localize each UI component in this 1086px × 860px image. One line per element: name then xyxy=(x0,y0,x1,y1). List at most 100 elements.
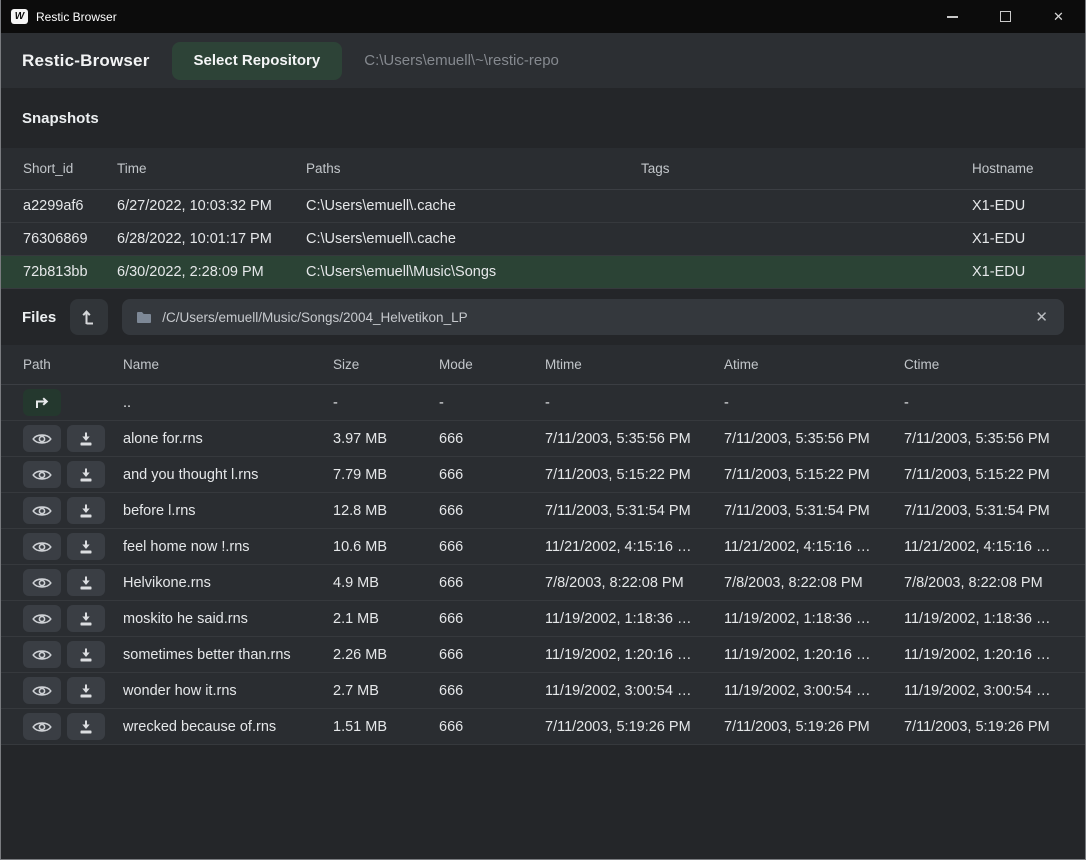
preview-button[interactable] xyxy=(23,461,61,488)
cell-size: 7.79 MB xyxy=(333,467,439,483)
preview-button[interactable] xyxy=(23,425,61,452)
cell-atime: 7/11/2003, 5:19:26 PM xyxy=(724,719,904,735)
files-table: Path Name Size Mode Mtime Atime Ctime ..… xyxy=(1,345,1085,745)
cell-size: 2.1 MB xyxy=(333,611,439,627)
select-repository-button[interactable]: Select Repository xyxy=(172,42,343,80)
file-row[interactable]: moskito he said.rns 2.1 MB 666 11/19/200… xyxy=(1,601,1085,637)
cell-mtime: 11/19/2002, 1:18:36 … xyxy=(545,611,724,627)
eye-icon xyxy=(32,720,52,734)
column-header-tags: Tags xyxy=(641,161,972,176)
eye-icon xyxy=(32,504,52,518)
cell-hostname: X1-EDU xyxy=(972,231,1063,247)
cell-ctime: - xyxy=(904,395,1063,411)
cell-short-id: 72b813bb xyxy=(23,264,117,280)
download-button[interactable] xyxy=(67,461,105,488)
download-icon xyxy=(78,683,94,699)
file-row[interactable]: feel home now !.rns 10.6 MB 666 11/21/20… xyxy=(1,529,1085,565)
eye-icon xyxy=(32,684,52,698)
cell-size: 4.9 MB xyxy=(333,575,439,591)
close-icon: ✕ xyxy=(1053,10,1064,23)
folder-icon xyxy=(136,311,152,324)
preview-button[interactable] xyxy=(23,497,61,524)
preview-button[interactable] xyxy=(23,641,61,668)
preview-button[interactable] xyxy=(23,677,61,704)
column-header-short-id: Short_id xyxy=(23,161,117,176)
cell-size: 2.7 MB xyxy=(333,683,439,699)
download-button[interactable] xyxy=(67,713,105,740)
download-button[interactable] xyxy=(67,677,105,704)
file-row[interactable]: Helvikone.rns 4.9 MB 666 7/8/2003, 8:22:… xyxy=(1,565,1085,601)
cell-mode: 666 xyxy=(439,539,545,555)
up-level-button[interactable] xyxy=(70,299,108,335)
minimize-button[interactable] xyxy=(926,0,979,33)
column-header-time: Time xyxy=(117,161,306,176)
download-button[interactable] xyxy=(67,497,105,524)
cell-mode: 666 xyxy=(439,431,545,447)
repository-path: C:\Users\emuell\~\restic-repo xyxy=(364,52,559,69)
cell-atime: 7/11/2003, 5:15:22 PM xyxy=(724,467,904,483)
column-header-hostname: Hostname xyxy=(972,161,1063,176)
download-button[interactable] xyxy=(67,425,105,452)
go-parent-button[interactable] xyxy=(23,389,61,416)
cell-name: wrecked because of.rns xyxy=(123,719,333,735)
snapshots-table-header: Short_id Time Paths Tags Hostname xyxy=(1,148,1085,190)
maximize-button[interactable] xyxy=(979,0,1032,33)
column-header-size: Size xyxy=(333,357,439,372)
cell-name: Helvikone.rns xyxy=(123,575,333,591)
cell-name: feel home now !.rns xyxy=(123,539,333,555)
cell-atime: 11/19/2002, 3:00:54 … xyxy=(724,683,904,699)
snapshot-row[interactable]: 76306869 6/28/2022, 10:01:17 PM C:\Users… xyxy=(1,223,1085,256)
cell-name: before l.rns xyxy=(123,503,333,519)
cell-ctime: 7/8/2003, 8:22:08 PM xyxy=(904,575,1063,591)
file-row[interactable]: alone for.rns 3.97 MB 666 7/11/2003, 5:3… xyxy=(1,421,1085,457)
download-icon xyxy=(78,719,94,735)
cell-mtime: 7/11/2003, 5:35:56 PM xyxy=(545,431,724,447)
app-logo-letter: W xyxy=(15,11,24,22)
preview-button[interactable] xyxy=(23,569,61,596)
current-path-bar[interactable]: /C/Users/emuell/Music/Songs/2004_Helveti… xyxy=(122,299,1064,335)
cell-ctime: 7/11/2003, 5:31:54 PM xyxy=(904,503,1063,519)
cell-name: and you thought l.rns xyxy=(123,467,333,483)
file-row[interactable]: before l.rns 12.8 MB 666 7/11/2003, 5:31… xyxy=(1,493,1085,529)
column-header-mtime: Mtime xyxy=(545,357,724,372)
download-button[interactable] xyxy=(67,641,105,668)
cell-ctime: 7/11/2003, 5:19:26 PM xyxy=(904,719,1063,735)
snapshot-row-selected[interactable]: 72b813bb 6/30/2022, 2:28:09 PM C:\Users\… xyxy=(1,256,1085,289)
cell-size: - xyxy=(333,395,439,411)
file-row[interactable]: sometimes better than.rns 2.26 MB 666 11… xyxy=(1,637,1085,673)
close-button[interactable]: ✕ xyxy=(1032,0,1085,33)
cell-mtime: 7/8/2003, 8:22:08 PM xyxy=(545,575,724,591)
app-header: Restic-Browser Select Repository C:\User… xyxy=(1,33,1085,88)
cell-size: 1.51 MB xyxy=(333,719,439,735)
files-toolbar: Files /C/Users/emuell/Music/Songs/2004_H… xyxy=(1,289,1085,345)
cell-hostname: X1-EDU xyxy=(972,264,1063,280)
cell-paths: C:\Users\emuell\Music\Songs xyxy=(306,264,641,280)
column-header-atime: Atime xyxy=(724,357,904,372)
download-icon xyxy=(78,575,94,591)
preview-button[interactable] xyxy=(23,605,61,632)
cell-name: alone for.rns xyxy=(123,431,333,447)
cell-size: 3.97 MB xyxy=(333,431,439,447)
clear-path-icon[interactable]: ✕ xyxy=(1033,308,1050,326)
parent-directory-row[interactable]: .. - - - - - xyxy=(1,385,1085,421)
cell-atime: - xyxy=(724,395,904,411)
snapshot-row[interactable]: a2299af6 6/27/2022, 10:03:32 PM C:\Users… xyxy=(1,190,1085,223)
up-level-icon xyxy=(81,308,97,327)
cell-atime: 11/19/2002, 1:20:16 … xyxy=(724,647,904,663)
download-button[interactable] xyxy=(67,533,105,560)
download-icon xyxy=(78,647,94,663)
download-button[interactable] xyxy=(67,569,105,596)
preview-button[interactable] xyxy=(23,713,61,740)
cell-mtime: 11/21/2002, 4:15:16 … xyxy=(545,539,724,555)
preview-button[interactable] xyxy=(23,533,61,560)
download-button[interactable] xyxy=(67,605,105,632)
cell-size: 2.26 MB xyxy=(333,647,439,663)
cell-ctime: 7/11/2003, 5:15:22 PM xyxy=(904,467,1063,483)
eye-icon xyxy=(32,612,52,626)
file-row[interactable]: wonder how it.rns 2.7 MB 666 11/19/2002,… xyxy=(1,673,1085,709)
file-row[interactable]: wrecked because of.rns 1.51 MB 666 7/11/… xyxy=(1,709,1085,745)
cell-mode: 666 xyxy=(439,647,545,663)
cell-short-id: 76306869 xyxy=(23,231,117,247)
file-row[interactable]: and you thought l.rns 7.79 MB 666 7/11/2… xyxy=(1,457,1085,493)
cell-mtime: - xyxy=(545,395,724,411)
